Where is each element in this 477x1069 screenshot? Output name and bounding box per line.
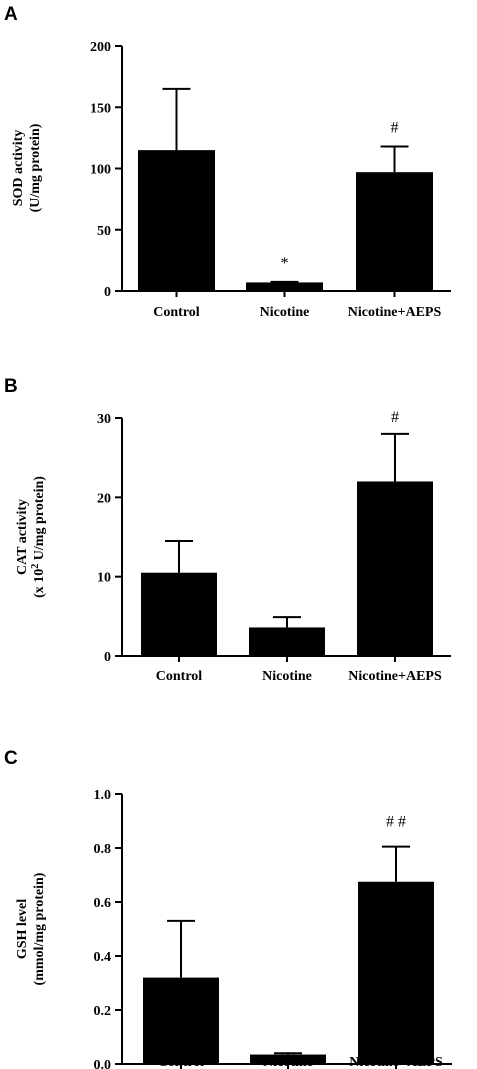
panel-a-y-axis-label-line1: SOD activity [11, 130, 26, 207]
panel-c-category-label-2: Nicotine [263, 1055, 313, 1069]
panel-a-y-tick-label: 150 [90, 101, 111, 116]
panel-b-category-label-3: Nicotine+AEPS [348, 669, 442, 684]
panel-b-y-tick-label: 30 [97, 412, 111, 427]
panel-c-y-axis-label-line1: GSH level [15, 899, 30, 959]
panel-b-letter: B [4, 376, 18, 397]
panel-b-category-label-1: Control [156, 669, 203, 684]
panel-a-annotation-2: * [281, 255, 289, 272]
panel-c-y-tick-label: 0.4 [94, 950, 112, 965]
panel-c-bar-1 [143, 977, 219, 1064]
panel-a-category-label-2: Nicotine [260, 305, 310, 320]
panel-a-y-tick-label: 200 [90, 40, 111, 55]
panel-b-y-axis-label-rest: U/mg protein) [32, 476, 47, 564]
panel-c-y-axis-label-line2: (mmol/mg protein) [32, 872, 47, 985]
panel-c-bar-3 [358, 881, 434, 1064]
panel-a-y-tick-label: 100 [90, 163, 111, 178]
panel-b-bar-1 [141, 572, 217, 656]
panel-a-bar-3 [356, 172, 433, 291]
panel-b-y-tick-label: 10 [97, 571, 111, 586]
panel-b-annotation-3: # [391, 409, 399, 426]
panel-b-bar-3 [357, 481, 433, 656]
panel-a-y-axis-label-line2: (U/mg protein) [28, 123, 43, 212]
panel-a-category-label-3: Nicotine+AEPS [348, 305, 442, 320]
panel-b-y-axis-label-superscript: 2 [30, 564, 41, 569]
panel-a-annotation-3: # [391, 119, 399, 136]
panel-c-bar-2 [250, 1054, 326, 1064]
panel-b-category-label-2: Nicotine [262, 669, 312, 684]
panel-c-y-tick-label: 0.0 [94, 1058, 112, 1069]
panel-b-y-tick-label: 20 [97, 491, 111, 506]
panel-c-letter: C [4, 748, 18, 769]
panel-a-bar-1 [138, 150, 215, 291]
panel-b-y-axis-label-line1: CAT activity [15, 499, 30, 575]
panel-c-category-label-3: Nicotine+AEPS [349, 1055, 443, 1069]
panel-c-y-tick-label: 0.6 [94, 896, 112, 911]
panel-a-bar-2 [246, 282, 323, 291]
panel-c-y-axis-label: GSH level (mmol/mg protein) [15, 872, 47, 985]
panel-a-y-axis-label: SOD activity (U/mg protein) [11, 123, 43, 212]
panel-b-y-axis-label-line2: (x 10 [32, 569, 47, 598]
panel-c-y-tick-label: 1.0 [94, 788, 112, 803]
panel-b-bar-2 [249, 627, 325, 656]
panel-b-y-axis-label: CAT activity(x 102 U/mg protein) [15, 476, 47, 598]
panel-a-y-tick-label: 50 [97, 224, 111, 239]
panel-a-category-label-1: Control [153, 305, 200, 320]
panel-b-y-tick-label: 0 [104, 650, 111, 665]
panel-c-annotation-3: # # [386, 814, 406, 831]
panel-c-y-tick-label: 0.8 [94, 842, 112, 857]
panel-c-y-tick-label: 0.2 [94, 1004, 112, 1019]
panel-a-letter: A [4, 4, 18, 25]
panel-a-y-tick-label: 0 [104, 285, 111, 300]
panel-c-category-label-1: Control [158, 1055, 205, 1069]
